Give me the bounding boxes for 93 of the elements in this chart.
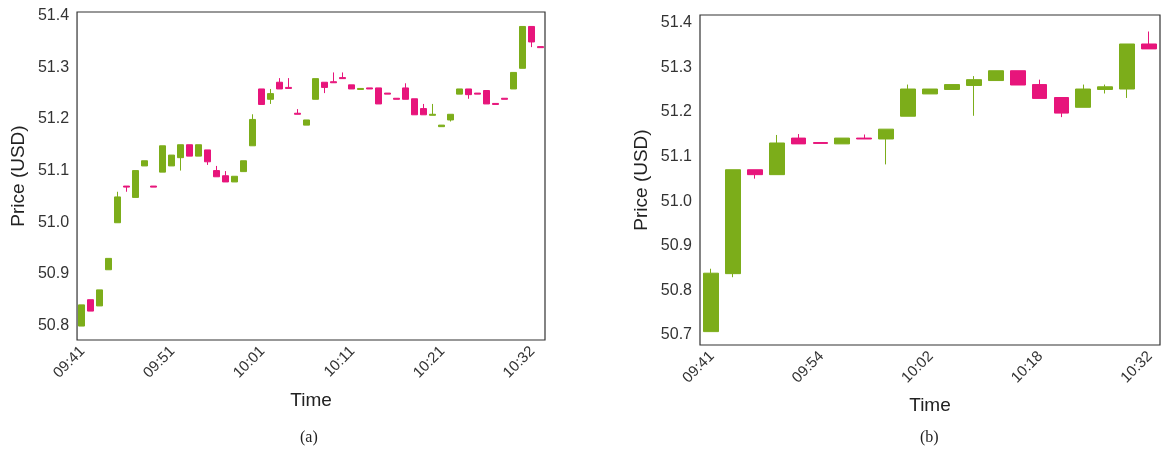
candlestick: [966, 75, 982, 117]
candlestick: [393, 97, 400, 100]
candlestick: [159, 145, 166, 173]
y-tick-label: 50.7: [660, 325, 693, 343]
candlestick: [276, 77, 283, 90]
candlestick: [429, 103, 436, 116]
candlestick: [1097, 84, 1113, 94]
candlestick: [375, 87, 382, 105]
candlestick: [474, 92, 481, 95]
candlestick: [96, 289, 103, 307]
candlestick: [1032, 79, 1047, 99]
candlestick: [141, 160, 148, 167]
candlestick: [123, 185, 130, 193]
candlestick: [312, 78, 319, 100]
candlestick: [348, 84, 355, 90]
candlestick: [168, 154, 175, 167]
candlestick: [240, 160, 247, 173]
candlestick: [834, 137, 850, 145]
y-tick-label: 51.1: [37, 161, 70, 179]
x-axis-title: Time: [290, 389, 332, 410]
candlestick: [258, 88, 265, 105]
candlestick: [303, 119, 310, 126]
y-tick-label: 50.8: [37, 316, 70, 333]
candlestick: [105, 257, 112, 271]
candlestick: [222, 170, 229, 183]
candlestick: [1054, 97, 1069, 118]
y-tick-label: 50.9: [37, 264, 70, 282]
text: (b): [920, 427, 939, 446]
candlestick: [195, 144, 202, 157]
y-axis-title: Price (USD): [7, 125, 28, 227]
y-axis-title: Price (USD): [629, 129, 651, 231]
y-tick-label: 50.9: [660, 236, 693, 254]
candlestick: [519, 25, 526, 69]
y-tick-label: 51.3: [660, 57, 693, 75]
y-tick-label: 51.0: [37, 212, 70, 230]
candlestick: [186, 144, 193, 157]
candlestick: [114, 191, 121, 224]
candlestick: [249, 113, 256, 147]
candlestick: [402, 82, 409, 100]
candlestick: [321, 81, 328, 94]
candlestick: [1010, 70, 1026, 86]
candlestick: [357, 87, 364, 90]
y-tick-label: 51.4: [37, 6, 70, 24]
candlestick: [725, 169, 741, 278]
candlestick: [537, 46, 544, 49]
candlestick: [411, 98, 418, 116]
candlestick: [339, 71, 346, 80]
candlestick: [294, 108, 301, 115]
candlestick: [285, 77, 292, 89]
candlestick: [132, 170, 139, 198]
candlestick: [213, 165, 220, 178]
candlestick: [465, 88, 472, 100]
candlestick: [384, 92, 391, 95]
candlestick: [510, 71, 517, 90]
candlestick: [204, 149, 211, 166]
candlestick: [447, 113, 454, 123]
candlestick: [366, 87, 373, 90]
x-axis-title: Time: [909, 394, 951, 415]
candlestick: [791, 133, 806, 145]
candlestick: [856, 134, 872, 140]
y-tick-label: 50.8: [660, 280, 693, 298]
candlestick: [267, 88, 274, 105]
candlestick: [177, 144, 184, 172]
candlestick: [747, 169, 763, 180]
candlestick: [231, 175, 238, 183]
candlestick: [1119, 43, 1135, 99]
candlestick: [703, 268, 719, 333]
candlestick: [528, 25, 535, 48]
candlestick: [78, 304, 85, 327]
candlestick: [1141, 31, 1157, 50]
candlestick: [878, 128, 894, 165]
text: (a): [300, 427, 318, 446]
candlestick: [330, 71, 337, 84]
candlestick: [1075, 84, 1091, 108]
candlestick: [492, 102, 499, 105]
candlestick: [420, 103, 427, 116]
candlestick: [922, 88, 938, 95]
y-tick-label: 51.0: [660, 191, 693, 209]
candlestick: [769, 134, 785, 176]
y-tick-label: 51.1: [660, 146, 693, 164]
candlestick: [944, 84, 960, 90]
y-tick-label: 51.2: [37, 109, 70, 127]
candlestick: [900, 84, 916, 117]
candlestick: [988, 70, 1004, 82]
candlestick: [87, 299, 94, 312]
y-tick-label: 51.3: [37, 57, 70, 75]
y-tick-label: 51.2: [660, 102, 693, 120]
candlestick: [501, 97, 508, 100]
candlestick: [150, 185, 157, 188]
candlestick: [456, 88, 463, 95]
y-tick-label: 51.4: [660, 13, 693, 31]
candlestick: [483, 90, 490, 105]
candlestick: [438, 124, 445, 128]
